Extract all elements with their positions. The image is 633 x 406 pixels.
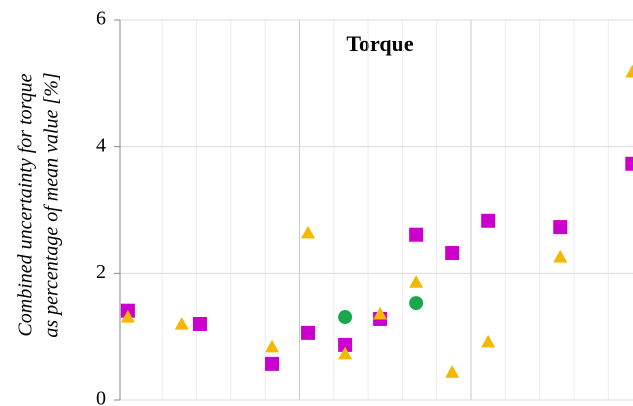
circle-point bbox=[409, 296, 424, 311]
square-point bbox=[553, 220, 568, 235]
triangle-point bbox=[120, 310, 135, 323]
triangle-point bbox=[265, 339, 280, 353]
triangle-point bbox=[481, 334, 496, 348]
square-point bbox=[265, 356, 280, 371]
square-point bbox=[625, 156, 633, 171]
triangle-point bbox=[338, 346, 353, 360]
y-axis-label-line: Combined uncertainty for torque bbox=[15, 73, 37, 336]
square-point bbox=[409, 227, 424, 242]
triangle-point bbox=[445, 365, 460, 378]
square-point bbox=[338, 337, 353, 352]
triangle-point bbox=[373, 306, 388, 320]
y-axis-label: Combined uncertainty for torque as perce… bbox=[15, 72, 63, 337]
triangle-point bbox=[409, 275, 424, 288]
triangle-point bbox=[625, 64, 633, 78]
square-point bbox=[192, 317, 207, 331]
triangle-point bbox=[553, 249, 568, 263]
triangle-point bbox=[301, 225, 316, 239]
square-point bbox=[301, 325, 316, 340]
y-tick-label: 0 bbox=[96, 388, 106, 406]
square-point bbox=[481, 213, 496, 228]
y-tick-label: 6 bbox=[96, 8, 106, 30]
y-tick-label: 4 bbox=[96, 134, 106, 156]
y-tick-label: 2 bbox=[96, 261, 106, 283]
y-axis-label-line: as percentage of mean value [%] bbox=[41, 72, 63, 337]
square-point bbox=[445, 246, 460, 261]
chart-title: Torque bbox=[346, 31, 413, 56]
circle-point bbox=[338, 310, 353, 325]
triangle-point bbox=[174, 317, 189, 330]
